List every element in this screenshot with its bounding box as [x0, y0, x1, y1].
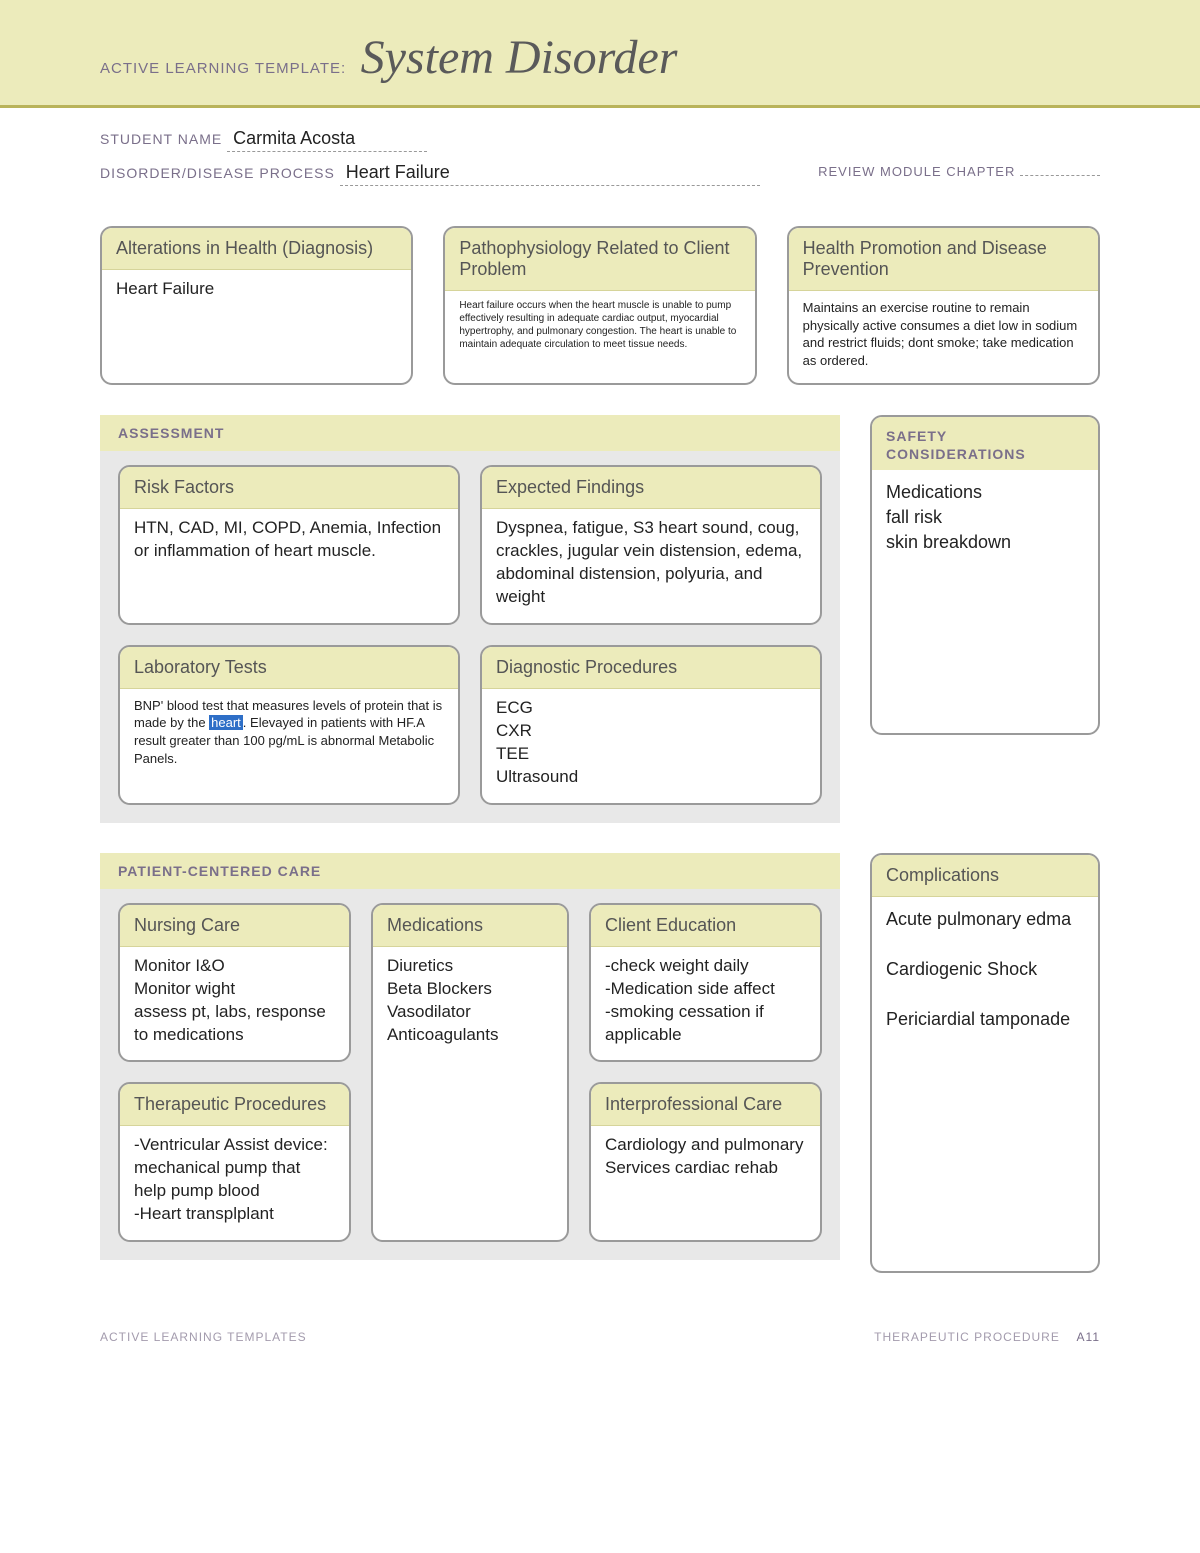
card-alterations-body: Heart Failure [102, 270, 411, 315]
section-pcc-title: PATIENT-CENTERED CARE [100, 853, 840, 889]
safety-side: SAFETY CONSIDERATIONS Medications fall r… [870, 415, 1100, 735]
card-complications-body: Acute pulmonary edma Cardiogenic Shock P… [872, 897, 1098, 1047]
card-pathophysiology-title: Pathophysiology Related to Client Proble… [445, 228, 754, 291]
review-chapter-label: REVIEW MODULE CHAPTER [818, 162, 1100, 179]
card-diagnostic-procedures: Diagnostic Procedures ECG CXR TEE Ultras… [480, 645, 822, 805]
card-risk-factors: Risk Factors HTN, CAD, MI, COPD, Anemia,… [118, 465, 460, 625]
lab-body-highlight: heart [209, 715, 243, 730]
card-nursing-care-body: Monitor I&O Monitor wight assess pt, lab… [120, 947, 349, 1061]
page: ACTIVE LEARNING TEMPLATE: System Disorde… [0, 0, 1200, 1384]
header-band: ACTIVE LEARNING TEMPLATE: System Disorde… [0, 0, 1200, 108]
assessment-main: ASSESSMENT Risk Factors HTN, CAD, MI, CO… [100, 415, 840, 853]
student-name-value: Carmita Acosta [227, 128, 427, 152]
card-safety: SAFETY CONSIDERATIONS Medications fall r… [870, 415, 1100, 735]
complications-side: Complications Acute pulmonary edma Cardi… [870, 853, 1100, 1273]
content: Alterations in Health (Diagnosis) Heart … [0, 226, 1200, 1290]
card-therapeutic-procedures: Therapeutic Procedures -Ventricular Assi… [118, 1082, 351, 1242]
footer-left: ACTIVE LEARNING TEMPLATES [100, 1330, 307, 1344]
card-alterations: Alterations in Health (Diagnosis) Heart … [100, 226, 413, 385]
review-chapter-text: REVIEW MODULE CHAPTER [818, 164, 1015, 179]
footer-right-code: A11 [1077, 1330, 1100, 1344]
card-interprofessional-care-title: Interprofessional Care [591, 1084, 820, 1126]
assessment-grid: Risk Factors HTN, CAD, MI, COPD, Anemia,… [118, 465, 822, 805]
card-alterations-title: Alterations in Health (Diagnosis) [102, 228, 411, 270]
student-name-label: STUDENT NAME [100, 131, 222, 147]
footer-right: THERAPEUTIC PROCEDURE A11 [874, 1330, 1100, 1344]
card-client-education-title: Client Education [591, 905, 820, 947]
card-expected-findings-body: Dyspnea, fatigue, S3 heart sound, coug, … [482, 509, 820, 623]
card-safety-title: SAFETY CONSIDERATIONS [872, 417, 1098, 469]
card-safety-body: Medications fall risk skin breakdown [872, 470, 1098, 570]
card-health-promotion: Health Promotion and Disease Prevention … [787, 226, 1100, 385]
pcc-row: PATIENT-CENTERED CARE Nursing Care Monit… [100, 853, 1100, 1291]
card-diagnostic-procedures-title: Diagnostic Procedures [482, 647, 820, 689]
disorder-label: DISORDER/DISEASE PROCESS [100, 165, 335, 181]
card-health-promotion-body: Maintains an exercise routine to remain … [789, 291, 1098, 383]
card-therapeutic-procedures-title: Therapeutic Procedures [120, 1084, 349, 1126]
section-pcc: PATIENT-CENTERED CARE Nursing Care Monit… [100, 853, 840, 1261]
footer-right-label: THERAPEUTIC PROCEDURE [874, 1330, 1060, 1344]
card-interprofessional-care: Interprofessional Care Cardiology and pu… [589, 1082, 822, 1242]
card-lab-tests: Laboratory Tests BNP' blood test that me… [118, 645, 460, 805]
card-diagnostic-procedures-body: ECG CXR TEE Ultrasound [482, 689, 820, 803]
card-risk-factors-body: HTN, CAD, MI, COPD, Anemia, Infection or… [120, 509, 458, 577]
header-prefix: ACTIVE LEARNING TEMPLATE: [100, 60, 346, 77]
top-row: Alterations in Health (Diagnosis) Heart … [100, 226, 1100, 385]
card-medications: Medications Diuretics Beta Blockers Vaso… [371, 903, 569, 1243]
card-medications-title: Medications [373, 905, 567, 947]
card-lab-tests-body: BNP' blood test that measures levels of … [120, 689, 458, 781]
card-client-education: Client Education -check weight daily -Me… [589, 903, 822, 1063]
section-assessment-title: ASSESSMENT [100, 415, 840, 451]
card-expected-findings-title: Expected Findings [482, 467, 820, 509]
card-medications-body: Diuretics Beta Blockers Vasodilator Anti… [373, 947, 567, 1061]
card-nursing-care-title: Nursing Care [120, 905, 349, 947]
card-complications: Complications Acute pulmonary edma Cardi… [870, 853, 1100, 1273]
section-assessment: ASSESSMENT Risk Factors HTN, CAD, MI, CO… [100, 415, 840, 823]
card-client-education-body: -check weight daily -Medication side aff… [591, 947, 820, 1061]
header-title: System Disorder [361, 30, 678, 85]
pcc-grid: Nursing Care Monitor I&O Monitor wight a… [118, 903, 822, 1243]
card-therapeutic-procedures-body: -Ventricular Assist device: mechanical p… [120, 1126, 349, 1240]
card-complications-title: Complications [872, 855, 1098, 897]
review-chapter-blank [1020, 162, 1100, 176]
card-health-promotion-title: Health Promotion and Disease Prevention [789, 228, 1098, 291]
pcc-main: PATIENT-CENTERED CARE Nursing Care Monit… [100, 853, 840, 1291]
card-risk-factors-title: Risk Factors [120, 467, 458, 509]
card-nursing-care: Nursing Care Monitor I&O Monitor wight a… [118, 903, 351, 1063]
card-interprofessional-care-body: Cardiology and pulmonary Services cardia… [591, 1126, 820, 1194]
meta-block: STUDENT NAME Carmita Acosta DISORDER/DIS… [0, 108, 1200, 226]
card-pathophysiology-body: Heart failure occurs when the heart musc… [445, 291, 754, 365]
meta-row-disorder: DISORDER/DISEASE PROCESS Heart Failure R… [100, 162, 1100, 186]
card-expected-findings: Expected Findings Dyspnea, fatigue, S3 h… [480, 465, 822, 625]
card-pathophysiology: Pathophysiology Related to Client Proble… [443, 226, 756, 385]
card-lab-tests-title: Laboratory Tests [120, 647, 458, 689]
footer: ACTIVE LEARNING TEMPLATES THERAPEUTIC PR… [0, 1290, 1200, 1344]
meta-row-student: STUDENT NAME Carmita Acosta [100, 128, 1100, 152]
disorder-value: Heart Failure [340, 162, 760, 186]
assessment-row: ASSESSMENT Risk Factors HTN, CAD, MI, CO… [100, 415, 1100, 853]
